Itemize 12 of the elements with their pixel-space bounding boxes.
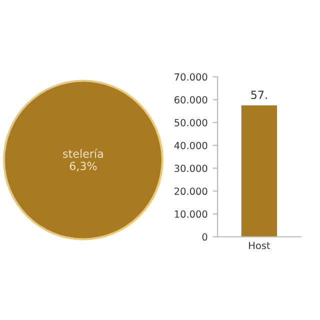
y-tick-label: 30.000 <box>174 164 208 172</box>
y-tick-label: 50.000 <box>174 118 208 126</box>
y-tick-label: 70.000 <box>174 73 208 81</box>
y-tick-label: 0 <box>202 233 208 241</box>
y-tick-label: 10.000 <box>174 210 208 218</box>
annotation: 57. <box>251 90 267 100</box>
y-tick-label: 60.000 <box>174 96 208 104</box>
y-tick-label: 40.000 <box>174 142 208 150</box>
x-tick-label: Host <box>249 242 270 250</box>
slice-label: stelería <box>63 148 103 158</box>
text: 6,3% <box>70 162 97 172</box>
y-tick-label: 20.000 <box>174 188 208 195</box>
